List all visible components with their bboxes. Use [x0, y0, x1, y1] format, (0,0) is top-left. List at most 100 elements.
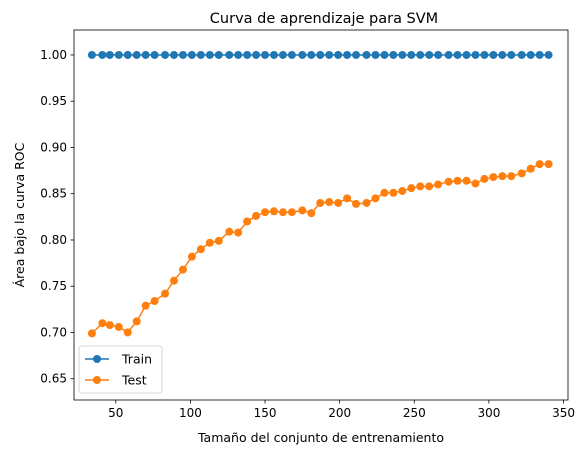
- series-train-point: [234, 50, 243, 59]
- series-test-point: [489, 173, 498, 182]
- series-test-point: [278, 208, 287, 217]
- series-test-point: [343, 194, 352, 203]
- x-tick-label: 100: [179, 406, 202, 420]
- plot-frame: [73, 29, 569, 401]
- series-train-point: [453, 50, 462, 59]
- series-test-point: [389, 188, 398, 197]
- series-test-point: [298, 206, 307, 215]
- series-train-point: [544, 50, 553, 59]
- series-test-point: [316, 198, 325, 207]
- series-train-point: [114, 50, 123, 59]
- y-tick-label: 0.90: [40, 140, 67, 154]
- x-tick-label: 300: [477, 406, 500, 420]
- series-test-point: [169, 276, 178, 285]
- series-train-point: [187, 50, 196, 59]
- series-test-point: [150, 297, 159, 306]
- series-train-point: [416, 50, 425, 59]
- series-test-point: [334, 198, 343, 207]
- x-tick-label: 50: [108, 406, 123, 420]
- series-train-point: [87, 50, 96, 59]
- series-train-point: [178, 50, 187, 59]
- series-train-point: [380, 50, 389, 59]
- series-train-point: [98, 50, 107, 59]
- y-tick-label: 0.65: [40, 372, 67, 386]
- series-train-point: [150, 50, 159, 59]
- series-train-point: [371, 50, 380, 59]
- series-train-point: [105, 50, 114, 59]
- series-test-point: [471, 179, 480, 188]
- x-tick-label: 350: [552, 406, 575, 420]
- legend-train-marker: [93, 355, 101, 363]
- series-test-point: [498, 172, 507, 181]
- series-train-point: [352, 50, 361, 59]
- series-train-point: [161, 50, 170, 59]
- legend: Train Test: [78, 345, 163, 394]
- series-test-point: [453, 176, 462, 185]
- series-test-point: [307, 209, 316, 218]
- series-test-point: [362, 198, 371, 207]
- series-train-point: [205, 50, 214, 59]
- series-train-point: [398, 50, 407, 59]
- series-train-point: [462, 50, 471, 59]
- series-train-point: [123, 50, 132, 59]
- series-test-point: [416, 182, 425, 191]
- series-test-point: [114, 322, 123, 331]
- series-test-point: [526, 164, 535, 173]
- series-train-point: [169, 50, 178, 59]
- series-train-point: [444, 50, 453, 59]
- series-train-point: [261, 50, 270, 59]
- y-tick-label: 0.70: [40, 325, 67, 339]
- series-test-point: [269, 207, 278, 216]
- series-test-point: [480, 174, 489, 183]
- series-train-point: [507, 50, 516, 59]
- series-test-point: [141, 301, 150, 310]
- series-test-point: [444, 177, 453, 186]
- series-test-point: [98, 319, 107, 328]
- y-tick-label: 0.75: [40, 279, 67, 293]
- series-train-point: [132, 50, 141, 59]
- x-tick-label: 250: [403, 406, 426, 420]
- series-test-point: [407, 184, 416, 193]
- series-test-point: [371, 194, 380, 203]
- series-train-point: [325, 50, 334, 59]
- y-tick-label: 1.00: [40, 48, 67, 62]
- legend-train-label: Train: [121, 352, 152, 367]
- axis-layer: 50 100 150 200 250 300 350 0.65 0.70 0.75 0.80 0.85…: [40, 48, 575, 420]
- legend-test-marker: [93, 376, 101, 384]
- series-test-point: [507, 172, 516, 181]
- series-train-point: [214, 50, 223, 59]
- series-train-point: [225, 50, 234, 59]
- series-train-point: [498, 50, 507, 59]
- series-train-point: [269, 50, 278, 59]
- series-test-point: [225, 227, 234, 236]
- series-test-point: [380, 188, 389, 197]
- series-train-point: [141, 50, 150, 59]
- series-layer: [87, 50, 553, 338]
- y-axis-label: Área bajo la curva ROC: [12, 142, 27, 287]
- y-tick-label: 0.85: [40, 187, 67, 201]
- series-test-point: [462, 176, 471, 185]
- series-train-point: [334, 50, 343, 59]
- series-train-point: [287, 50, 296, 59]
- y-tick-label: 0.80: [40, 233, 67, 247]
- series-test-point: [352, 199, 361, 208]
- series-train-point: [316, 50, 325, 59]
- series-train-point: [307, 50, 316, 59]
- series-test-point: [132, 317, 141, 326]
- series-train-point: [389, 50, 398, 59]
- series-test-point: [434, 180, 443, 189]
- series-test-point: [535, 160, 544, 169]
- series-test-point: [234, 228, 243, 237]
- series-train-point: [489, 50, 498, 59]
- series-test-point: [398, 186, 407, 195]
- series-train-point: [471, 50, 480, 59]
- series-train-point: [278, 50, 287, 59]
- series-test-point: [214, 236, 223, 245]
- series-test-point: [425, 182, 434, 191]
- series-test-point: [187, 252, 196, 261]
- series-test-point: [205, 238, 214, 247]
- series-test-point: [178, 265, 187, 274]
- series-test-point: [87, 329, 96, 338]
- series-train-point: [298, 50, 307, 59]
